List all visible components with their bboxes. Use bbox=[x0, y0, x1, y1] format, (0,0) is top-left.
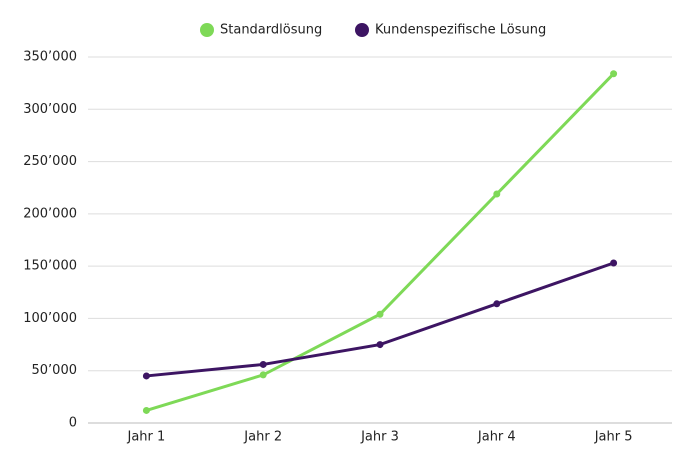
point bbox=[493, 300, 501, 308]
y-tick-label: 250’000 bbox=[23, 154, 77, 169]
y-tick-label: 0 bbox=[69, 416, 77, 431]
x-tick-label: Jahr 2 bbox=[243, 430, 282, 445]
x-tick-label: Jahr 1 bbox=[127, 430, 166, 445]
y-tick-label: 150’000 bbox=[23, 259, 77, 274]
point bbox=[142, 406, 150, 414]
point bbox=[259, 360, 267, 368]
point bbox=[376, 341, 384, 349]
point bbox=[142, 372, 150, 380]
y-tick-label: 200’000 bbox=[23, 206, 77, 221]
series-line bbox=[146, 261, 615, 378]
x-tick-label: Jahr 5 bbox=[594, 430, 633, 445]
point bbox=[610, 70, 618, 78]
legend-label: Standardlösung bbox=[220, 23, 322, 38]
legend-swatch bbox=[355, 23, 369, 37]
y-tick-label: 100’000 bbox=[23, 311, 77, 326]
point bbox=[376, 310, 384, 318]
y-tick-label: 350’000 bbox=[23, 50, 77, 65]
y-tick-label: 50’000 bbox=[32, 363, 78, 378]
point bbox=[493, 190, 501, 198]
y-tick-label: 300’000 bbox=[23, 102, 77, 117]
legend-label: Kundenspezifische Lösung bbox=[375, 23, 546, 38]
x-tick-label: Jahr 4 bbox=[477, 430, 516, 445]
point bbox=[259, 371, 267, 379]
point bbox=[610, 259, 618, 267]
x-tick-label: Jahr 3 bbox=[360, 430, 399, 445]
legend-swatch bbox=[200, 23, 214, 37]
series-line bbox=[145, 72, 615, 412]
